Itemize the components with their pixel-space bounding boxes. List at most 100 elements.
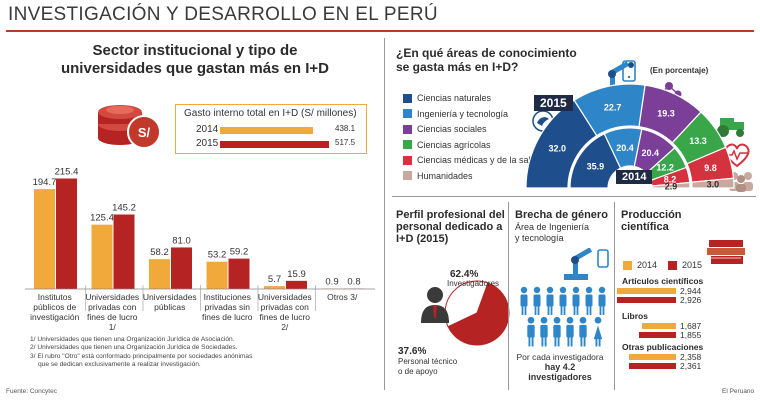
legend-swatch [403,93,412,103]
sector-bar-2014 [34,189,55,289]
areas-title-line-1: ¿En qué áreas de conocimiento [396,46,577,60]
sector-title-line-2: universidades que gastan más en I+D [60,60,329,77]
perfil-pie-slice [447,282,510,346]
donut-value-label-2014: 20.4 [642,148,660,158]
mobile-phone-icon [622,60,636,82]
sector-category-label: Institutos públicos de investigación [30,292,80,322]
tecnico-pct: 37.6% [398,346,427,357]
produccion-legend-2014: 2014 [623,260,657,270]
produccion-bar-value: 2,926 [680,295,702,305]
sector-title: Sector institucional y tipo de universid… [30,42,360,78]
brecha-title: Brecha de género [515,209,608,221]
areas-half-donut-chart: 32.0 22.7 19.3 13.3 9.8 3.0 35.9 20.4 20.4 12.2 8… [525,83,735,192]
man-figure-icon [520,286,528,315]
sector-bar-value-label: 53.2 [208,250,227,261]
book-stack-icon [707,240,745,264]
sector-bar-2015 [113,214,135,289]
vertical-divider [384,38,385,390]
donut-segment-2015 [691,177,735,189]
areas-year-2015-label: 2015 [534,95,573,111]
donut-value-label-2015: 19.3 [657,109,675,119]
tecnico-label-line-1: Personal técnico [398,357,458,366]
legend-swatch [403,109,412,118]
sector-bar-2014 [264,286,285,289]
produccion-group-label: Libros [622,311,648,321]
man-figure-icon [559,286,567,315]
donut-value-label-2015: 13.3 [689,136,707,146]
donut-value-label-2015: 3.0 [707,180,720,190]
produccion-bar-2015 [617,297,676,303]
gender-gap-people-icons [520,286,606,347]
gasto-2014-value: 438.1 [335,124,356,133]
sector-bar-2014 [91,224,113,289]
sector-category-label: Instituciones privadas sin fines de lucr… [201,292,253,322]
sector-bar-2014 [206,261,228,289]
investigadores-pct: 62.4% [450,269,479,280]
donut-value-label-2014: 8.2 [664,175,677,185]
sector-bar-2014 [149,259,170,289]
man-figure-icon [546,286,554,315]
man-figure-icon [579,316,587,347]
sector-bar-value-label: 81.0 [172,235,191,246]
legend-label: Ciencias naturales [417,93,492,103]
donut-segment-2014 [651,181,691,189]
legend-label: Ciencias sociales [417,124,487,134]
man-figure-icon [585,286,593,315]
sector-bar-2015 [171,247,192,289]
divider-brecha-produccion [614,202,615,390]
footnote-2: 2/ Universidades que tienen una Organiza… [30,344,238,352]
produccion-bar-value: 1,855 [680,330,702,340]
produccion-bar-value: 2,944 [680,286,702,296]
gasto-2014-bar [220,127,313,134]
legend-label: Humanidades [417,170,473,181]
brecha-subtitle: Área de Ingeniería y tecnología [515,222,589,244]
legend-swatch [403,140,412,149]
man-figure-icon [533,286,541,315]
legend-label: Ingeniería y tecnología [417,108,509,119]
man-figure-icon [566,316,574,347]
areas-title: ¿En qué áreas de conocimiento se gasta m… [396,46,577,74]
page-title: INVESTIGACIÓN Y DESARROLLO EN EL PERÚ [8,4,438,25]
gasto-2015-bar [220,141,330,148]
man-figure-icon [572,286,580,315]
sector-category-label: Universidades privadas con fines de lucr… [85,292,140,332]
donut-value-label-2015: 32.0 [548,144,566,154]
areas-unit-label: (En porcentaje) [650,66,709,75]
gasto-2015-label: 2015 [196,138,219,149]
areas-legend-item: Ciencias naturales [403,93,491,103]
woman-figure-icon [593,316,603,347]
produccion-legend-2014-label: 2014 [637,260,658,270]
donut-value-label-2014: 35.9 [587,162,605,172]
areas-legend-item: Ciencias sociales [403,124,487,134]
produccion-bar-2014 [628,354,676,360]
sector-category-label: Universidades privadas con fines de lucr… [257,292,312,332]
source-label: Fuente: Concytec [6,388,57,395]
man-figure-icon [527,316,535,347]
investigadores-label: Investigadores [447,279,500,288]
perfil-title-line-1: Perfil profesional del [396,209,505,221]
areas-title-line-2: se gasta más en I+D? [396,60,519,74]
sector-bar-2015 [228,258,250,289]
donut-value-label-2014: 12.2 [656,162,674,172]
svg-text:S/: S/ [138,125,151,140]
coin-stack-soles-icon: S/ [98,105,161,149]
footnote-3: 3/ El rubro "Otro" está conformado princ… [30,352,253,360]
brecha-caption-line-1: Por cada investigadora [516,352,604,362]
sector-bar-value-label: 15.9 [287,269,306,280]
donut-value-label-2014: 20.4 [616,143,634,153]
sector-bar-2015 [56,178,77,289]
brecha-caption: Por cada investigadora hay 4.2 investiga… [512,352,608,382]
legend-label: Ciencias médicas y de la salud [417,155,541,165]
sector-title-line-1: Sector institucional y tipo de [92,42,298,59]
sector-bar-value-label: 0.8 [347,277,360,288]
brecha-subtitle-line-2: y tecnología [515,233,564,243]
produccion-bar-value: 1,687 [680,321,702,331]
perfil-title-line-3: I+D (2015) [396,233,449,245]
brecha-caption-line-2: hay 4.2 investigadores [528,362,592,382]
sector-bar-value-label: 5.7 [268,274,281,285]
gasto-total-box: Gasto interno total en I+D (S/ millones)… [175,104,367,154]
person-silhouette-icon [421,287,449,323]
legend-swatch [403,155,412,165]
sector-bar-value-label: 194.7 [33,177,57,188]
